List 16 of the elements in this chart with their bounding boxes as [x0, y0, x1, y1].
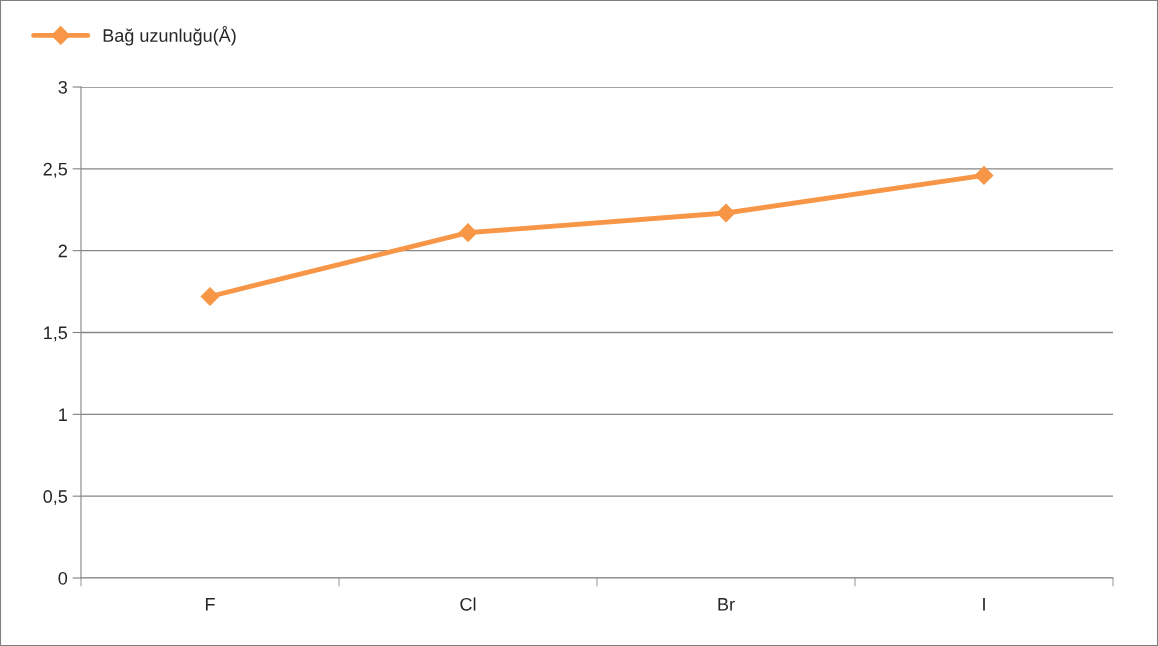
- y-tick-label: 2: [58, 244, 67, 258]
- x-tick-label: Cl: [460, 597, 476, 611]
- point: [458, 223, 478, 243]
- legend-label: Bağ uzunluğu(Å): [103, 25, 236, 46]
- point: [716, 203, 736, 223]
- y-tick-label: 0,5: [43, 490, 68, 506]
- y-tick-label: 3: [58, 80, 68, 94]
- point: [200, 287, 220, 306]
- x-tick-label: F: [205, 598, 215, 611]
- x-tick-label: I: [983, 598, 985, 611]
- y-tick-label: 0: [58, 571, 68, 585]
- y-tick-label: 1: [59, 408, 67, 421]
- x-tick-label: Br: [718, 598, 735, 611]
- y-tick-label: 2,5: [43, 162, 68, 178]
- point: [974, 166, 994, 185]
- y-tick-label: 1,5: [44, 326, 68, 342]
